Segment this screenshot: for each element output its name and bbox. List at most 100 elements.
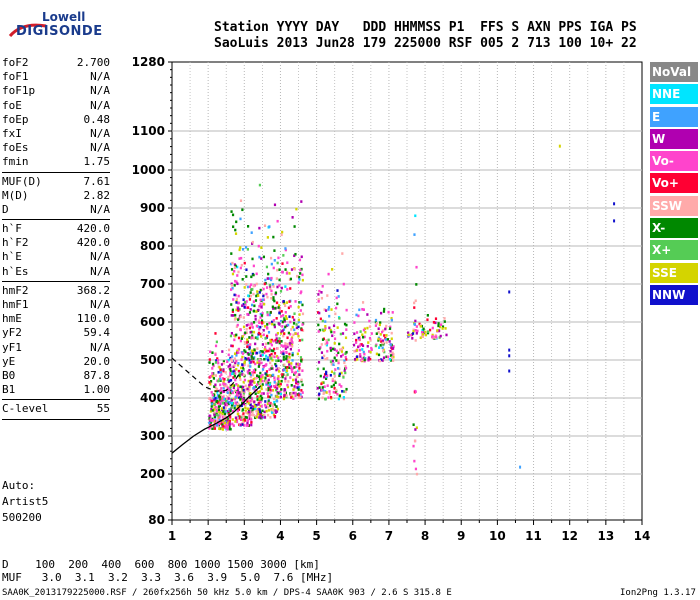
echo-point bbox=[287, 331, 290, 335]
echo-point bbox=[386, 338, 390, 341]
dashed-trace-line bbox=[171, 357, 242, 392]
echo-point bbox=[299, 291, 302, 295]
echo-point bbox=[246, 343, 249, 347]
echo-point bbox=[278, 337, 281, 340]
echo-point bbox=[246, 312, 249, 316]
echo-point bbox=[241, 352, 244, 355]
echo-point bbox=[238, 257, 241, 260]
echo-point bbox=[298, 373, 301, 376]
echo-point bbox=[244, 419, 247, 422]
echo-point bbox=[288, 272, 291, 275]
echo-point bbox=[212, 364, 215, 368]
echo-point bbox=[236, 394, 239, 397]
echo-point bbox=[217, 370, 220, 374]
echo-point bbox=[269, 278, 273, 282]
echo-point bbox=[271, 411, 274, 414]
echo-point bbox=[298, 301, 301, 304]
x-tick-label: 8 bbox=[421, 529, 429, 543]
echo-point bbox=[275, 382, 278, 385]
echo-point bbox=[251, 380, 254, 383]
echo-point bbox=[262, 365, 265, 369]
echo-point bbox=[332, 383, 336, 387]
echo-point bbox=[273, 299, 276, 303]
echo-point bbox=[210, 407, 213, 411]
echo-point bbox=[334, 312, 337, 316]
muf-table: D 100 200 400 600 800 1000 1500 3000 [km… bbox=[2, 558, 333, 584]
echo-point bbox=[278, 311, 281, 315]
echo-point bbox=[248, 414, 251, 418]
x-tick-label: 5 bbox=[312, 529, 320, 543]
echo-point bbox=[233, 352, 237, 356]
echo-point bbox=[329, 349, 333, 352]
echo-point bbox=[286, 373, 289, 376]
echo-point bbox=[210, 391, 213, 394]
param-row: h`E N/A bbox=[2, 250, 110, 264]
echo-point bbox=[263, 324, 267, 328]
echo-point bbox=[255, 282, 258, 286]
echo-point bbox=[558, 144, 561, 148]
echo-point bbox=[249, 291, 252, 294]
echo-point bbox=[211, 418, 215, 422]
echo-point bbox=[266, 311, 269, 314]
echo-point bbox=[297, 320, 300, 324]
echo-point bbox=[340, 385, 343, 388]
echo-point bbox=[323, 385, 326, 389]
echo-point bbox=[277, 375, 280, 378]
echo-point bbox=[286, 359, 289, 363]
param-value: N/A bbox=[90, 98, 110, 112]
echo-point bbox=[291, 315, 294, 319]
echo-point bbox=[209, 350, 212, 354]
echo-point bbox=[277, 304, 281, 307]
echo-point bbox=[240, 370, 244, 373]
echo-point bbox=[344, 336, 348, 340]
param-name: fmin bbox=[2, 155, 29, 169]
echo-point bbox=[265, 370, 269, 373]
echo-point bbox=[226, 360, 229, 364]
echo-point bbox=[281, 320, 285, 324]
echo-point bbox=[381, 346, 384, 350]
echo-point bbox=[338, 317, 341, 320]
param-name: h`F2 bbox=[2, 236, 29, 250]
echo-point bbox=[329, 373, 332, 377]
polarization-legend: NoVal NNE E W Vo- Vo+ SSW X- X+ SSE NNW bbox=[650, 62, 698, 307]
echo-point bbox=[239, 423, 242, 427]
echo-point bbox=[231, 286, 234, 290]
param-row: foF1 N/A bbox=[2, 70, 110, 84]
echo-point bbox=[258, 351, 261, 354]
echo-point bbox=[285, 395, 288, 399]
echo-point bbox=[258, 291, 261, 294]
echo-point bbox=[256, 358, 260, 361]
echo-point bbox=[265, 292, 268, 296]
echo-point bbox=[251, 349, 254, 353]
echo-point bbox=[344, 371, 347, 375]
param-value: 87.8 bbox=[83, 368, 111, 382]
echo-point bbox=[280, 344, 283, 347]
echo-point bbox=[361, 307, 364, 311]
echo-point bbox=[317, 397, 321, 401]
echo-point bbox=[292, 333, 295, 337]
echo-point bbox=[321, 356, 324, 360]
echo-point bbox=[263, 416, 267, 419]
echo-point bbox=[272, 296, 275, 299]
echo-point bbox=[238, 308, 241, 311]
echo-point bbox=[272, 235, 275, 239]
echo-point bbox=[251, 411, 254, 414]
echo-point bbox=[230, 344, 233, 348]
echo-point bbox=[273, 347, 276, 351]
echo-point bbox=[256, 398, 259, 401]
echo-point bbox=[332, 390, 335, 394]
echo-point bbox=[258, 255, 261, 259]
echo-point bbox=[242, 397, 245, 401]
echo-point bbox=[242, 388, 245, 392]
echo-point bbox=[215, 423, 219, 427]
param-name: foEs bbox=[2, 141, 29, 155]
echo-point bbox=[264, 376, 267, 380]
echo-point bbox=[250, 413, 253, 417]
station-header: Station YYYY DAY DDD HHMMSS P1 FFS S AXN… bbox=[214, 20, 637, 52]
echo-point bbox=[508, 369, 511, 373]
echo-point bbox=[391, 311, 394, 314]
echo-point bbox=[230, 398, 234, 402]
echo-point bbox=[508, 354, 511, 358]
param-row: hmF1 N/A bbox=[2, 298, 110, 312]
echo-point bbox=[244, 303, 247, 306]
